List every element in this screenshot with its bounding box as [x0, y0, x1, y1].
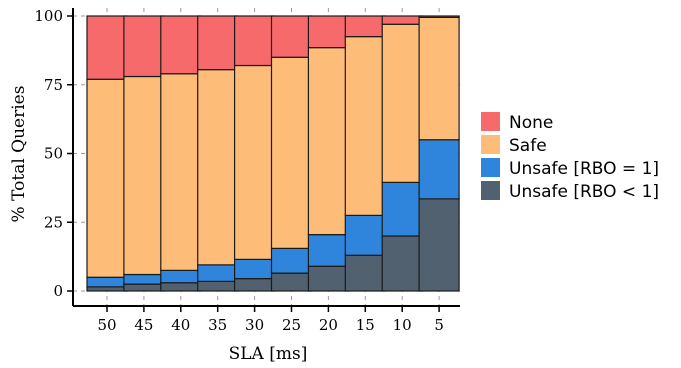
bar-segment	[381, 23, 423, 183]
bar-segment	[344, 36, 386, 216]
bar-segment	[270, 56, 313, 249]
legend: None Safe Unsafe [RBO = 1] Unsafe [RBO < 1]	[481, 112, 659, 202]
bar-segment	[234, 258, 276, 280]
x-tick-label: 15	[356, 316, 375, 334]
bar-segment	[197, 280, 239, 292]
legend-label: Unsafe [RBO < 1]	[509, 182, 659, 202]
bar-segment	[270, 272, 313, 292]
y-axis-title: % Total Queries	[9, 86, 29, 223]
bar-segment	[86, 276, 128, 288]
bar-segment	[307, 234, 349, 267]
bar-segment	[418, 16, 460, 141]
bar-segment	[307, 47, 349, 236]
x-axis-title: SLA [ms]	[229, 344, 308, 364]
y-tick-label: 0	[53, 282, 63, 300]
x-tick-label: 5	[434, 316, 444, 334]
x-tick-label: 40	[171, 316, 190, 334]
bar-segment	[270, 247, 313, 274]
bar-segment	[160, 269, 202, 284]
x-tick-label: 50	[97, 316, 116, 334]
bar-segment	[86, 78, 128, 278]
y-tick-label: 100	[34, 7, 63, 25]
bar-segment	[307, 265, 349, 292]
bar-segment	[234, 64, 276, 260]
x-tick-label: 45	[134, 316, 153, 334]
bar-segment	[381, 15, 423, 25]
bar-segment	[123, 273, 165, 285]
x-tick-label: 30	[245, 316, 264, 334]
bar-segment	[197, 264, 239, 282]
legend-label: Safe	[509, 136, 547, 156]
bar-segment	[160, 282, 202, 292]
bars	[86, 15, 460, 292]
y-tick-label: 25	[44, 213, 63, 231]
bar-segment	[381, 181, 423, 237]
y-axis-ticks: 0 25 50 75 100	[34, 7, 73, 300]
legend-swatch	[481, 135, 500, 154]
legend-label: None	[509, 113, 553, 133]
bar-segment	[307, 15, 349, 49]
bar-segment	[123, 75, 165, 276]
bar-segment	[123, 15, 165, 78]
x-tick-label: 20	[319, 316, 338, 334]
bar-segment	[197, 69, 239, 266]
legend-swatch	[481, 158, 500, 177]
bar-segment	[197, 15, 239, 71]
bar-segment	[234, 15, 276, 67]
bar-segment	[344, 15, 386, 38]
legend-label: Unsafe [RBO = 1]	[509, 159, 659, 179]
legend-swatch	[481, 112, 500, 131]
bar-segment	[160, 73, 202, 271]
bar-segment	[86, 286, 128, 292]
legend-swatch	[481, 181, 500, 200]
bar-segment	[344, 214, 386, 256]
y-tick-label: 75	[44, 76, 63, 94]
y-tick-label: 50	[44, 145, 63, 163]
axes	[72, 8, 460, 307]
bar-segment	[234, 278, 276, 292]
x-axis-ticks: 50 45 40 35 30 25 20 15 10 5	[97, 306, 444, 334]
x-tick-label: 25	[282, 316, 301, 334]
bar-segment	[418, 15, 460, 18]
bar-segment	[418, 139, 460, 200]
x-tick-label: 35	[208, 316, 227, 334]
bar-segment	[270, 15, 313, 58]
x-tick-label: 10	[393, 316, 412, 334]
bar-segment	[86, 15, 128, 80]
bar-segment	[123, 283, 165, 292]
bar-segment	[381, 235, 423, 292]
bar-segment	[418, 198, 460, 292]
bar-segment	[160, 15, 202, 75]
bar-segment	[344, 254, 386, 292]
